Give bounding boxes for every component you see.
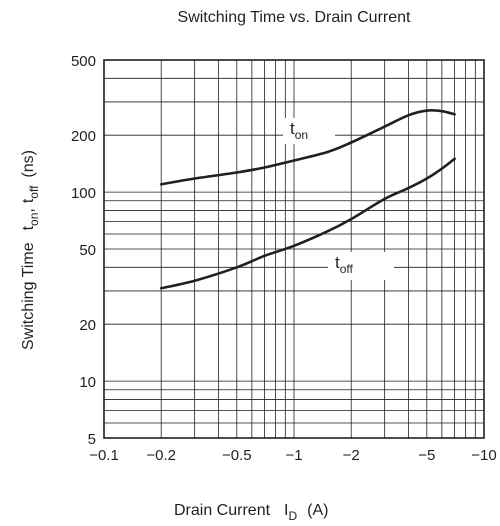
t-off-label-bg xyxy=(328,252,394,280)
x-tick-label: −0.5 xyxy=(222,447,252,464)
x-axis-label-symbol: I xyxy=(284,502,288,519)
y-tick-label: 20 xyxy=(79,317,96,334)
y-tick-label: 200 xyxy=(71,128,96,145)
y-axis-label-unit: (ns) xyxy=(20,150,37,178)
x-axis-label-unit: (A) xyxy=(307,502,328,519)
x-tick-label: −0.1 xyxy=(89,447,119,464)
y-tick-label: 100 xyxy=(71,185,96,202)
x-tick-label: −10 xyxy=(471,447,496,464)
x-tick-label: −5 xyxy=(418,447,435,464)
y-axis-label-sub1: on xyxy=(27,213,41,226)
t-on-label-sub: on xyxy=(295,128,308,142)
x-tick-labels: −0.1 −0.2 −0.5 −1 −2 −5 −10 xyxy=(89,447,497,464)
y-axis-label: Switching Timeton,toff(ns) xyxy=(20,150,41,350)
y-tick-label: 50 xyxy=(79,242,96,259)
chart-title: Switching Time vs. Drain Current xyxy=(178,9,412,26)
y-axis-label-sub2: off xyxy=(27,185,41,199)
t-off-label-main: t xyxy=(335,253,340,272)
t-off-series-line xyxy=(159,157,456,290)
t-on-label-main: t xyxy=(290,119,295,138)
x-axis-label-sub: D xyxy=(288,509,297,523)
t-off-label-sub: off xyxy=(340,262,354,276)
y-axis-label-sym1: t xyxy=(20,225,37,230)
plot-frame xyxy=(103,59,485,439)
series-lines xyxy=(159,109,456,290)
y-tick-labels: 5 10 20 50 100 200 500 xyxy=(71,53,96,448)
y-axis-label-sep: , xyxy=(20,208,37,212)
y-tick-label: 10 xyxy=(79,374,96,391)
x-axis-label-main: Drain Current xyxy=(174,502,271,519)
t-on-label: ton xyxy=(290,119,308,142)
x-tick-label: −0.2 xyxy=(146,447,176,464)
x-tick-label: −1 xyxy=(285,447,302,464)
y-axis-label-main: Switching Time xyxy=(20,242,37,350)
t-on-series-line xyxy=(159,109,456,186)
y-tick-label: 500 xyxy=(71,53,96,70)
x-axis-label: Drain Current ID (A) xyxy=(174,502,328,523)
grid xyxy=(103,59,485,439)
y-tick-label: 5 xyxy=(88,431,96,448)
t-off-label: toff xyxy=(335,253,354,276)
t-on-label-bg xyxy=(283,118,335,144)
y-axis-label-sym2: t xyxy=(20,198,37,203)
x-tick-label: −2 xyxy=(343,447,360,464)
